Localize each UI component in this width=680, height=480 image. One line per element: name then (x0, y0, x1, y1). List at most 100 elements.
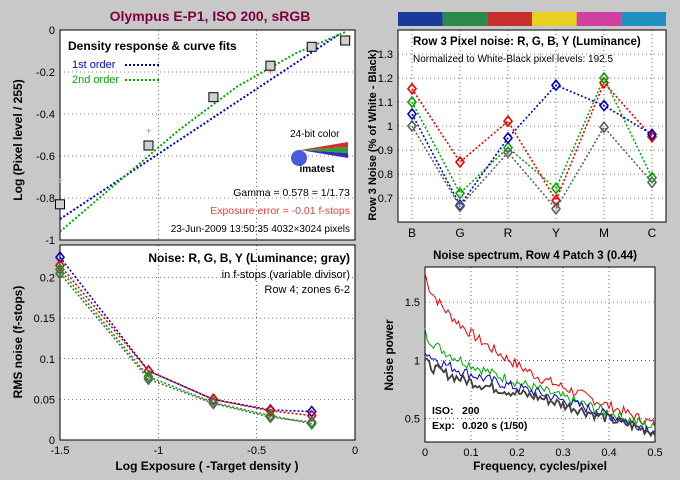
series-point (550, 202, 562, 216)
series-point (502, 114, 514, 128)
row-noise-title: Row 3 Pixel noise: R, G, B, Y (Luminance… (413, 36, 641, 48)
gamma-text: Gamma = 0.578 = 1/1.73 (233, 187, 350, 199)
series-point (406, 119, 418, 133)
legend-1st-order: 1st order (72, 59, 116, 71)
x-tick-label: 0.4 (601, 447, 616, 459)
iso-value: 200 (462, 405, 480, 417)
series-point (306, 415, 317, 429)
series-point (406, 107, 418, 121)
y-tick-label: 0.1 (40, 354, 55, 366)
noise-fstops-panel: 0.20.150.10.050-1.5 -1 -0.5 0 RMS noise (f-… (11, 244, 358, 473)
noise-fstops-title: Noise: R, G, B, Y (Luminance; gray) (148, 251, 350, 265)
density-points: + + + (55, 35, 351, 210)
noise-spectrum-x-axis-label: Frequency, cycles/pixel (473, 459, 607, 473)
pink-marker: + (57, 176, 62, 186)
noise-fstops-x-axis-label: Log Exposure ( -Target density ) (115, 459, 298, 473)
noise-spectrum-panel: Noise spectrum, Row 4 Patch 3 (0.44) 1.5… (382, 250, 663, 473)
y-tick-label: -0.4 (36, 109, 55, 121)
series-point (454, 186, 466, 200)
series-point (550, 182, 562, 195)
y-tick-label: 0 (49, 25, 55, 37)
y-tick-label: 1 (387, 121, 393, 133)
color-patch (621, 12, 666, 26)
row-noise-y-axis-label: Row 3 Noise (% of White - Black) (367, 49, 379, 220)
y-tick-label: 0.2 (40, 273, 55, 285)
series-line (59, 256, 312, 413)
x-tick-label: 0.1 (463, 447, 478, 459)
y-tick-label: -0.8 (36, 193, 55, 205)
row-noise-subtitle: Normalized to White-Black pixel levels: … (413, 54, 614, 65)
density-title: Density response & curve fits (68, 39, 237, 53)
series-point (208, 397, 219, 410)
series-point (265, 404, 276, 418)
series-point (208, 393, 219, 406)
spectrum-line (424, 357, 656, 438)
noise-spectrum-plot-area (424, 266, 656, 443)
exposure-error-text: Exposure error = -0.01 f-stops (210, 205, 350, 217)
y-tick-label: 0.5 (405, 414, 420, 426)
series-line (411, 81, 653, 203)
density-panel: 0 -0.2 -0.4 -0.6 -0.8 -1 Log (Pixel level / 2… (11, 25, 356, 247)
series-line (411, 76, 653, 195)
color-patch (442, 12, 488, 26)
logo-caption: 24-bit color (290, 129, 340, 140)
noise-fstops-ticks: 0.20.150.10.050-1.5 -1 -0.5 0 (34, 273, 358, 458)
series-point (598, 120, 610, 134)
noise-spectrum-y-axis-label: Noise power (382, 319, 396, 391)
logo-fan-blue (300, 150, 348, 158)
measured-point (340, 35, 351, 46)
series-point (143, 364, 154, 378)
color-patch-strip (398, 12, 666, 26)
row-noise-panel: 1.3 1.2 1.1 1 0.9 0.8 0.7 B G R Y M C Row 3 Noise (%… (367, 29, 667, 240)
x-tick-label: C (648, 226, 657, 240)
color-patch (398, 12, 443, 26)
measured-point (143, 140, 154, 151)
color-patch (487, 12, 532, 26)
measured-point (208, 92, 219, 103)
logo-fan-red (300, 142, 348, 150)
series-point (143, 372, 154, 386)
y-tick-label: 1 (414, 355, 420, 367)
series-point (598, 76, 610, 90)
series-point (646, 176, 658, 189)
density-y-axis-label: Log (Pixel level / 255) (11, 79, 25, 200)
series-point (54, 267, 66, 280)
y-tick-label: -1 (45, 235, 55, 247)
density-plot-area (59, 29, 356, 241)
y-tick-label: 1.1 (378, 97, 393, 109)
measured-point (306, 41, 317, 52)
y-tick-label: 0 (49, 435, 55, 447)
series-line (59, 268, 312, 425)
x-tick-label: 0 (352, 445, 358, 457)
color-patch (576, 12, 622, 26)
x-tick-label: M (599, 226, 609, 240)
x-tick-label: R (504, 226, 513, 240)
series-point (502, 131, 514, 145)
y-tick-label: 0.7 (378, 193, 393, 205)
noise-fstops-note1: in f-stops (variable divisor) (222, 269, 350, 281)
row-noise-grid (398, 30, 666, 222)
spectrum-line (424, 272, 656, 428)
measured-point (265, 60, 276, 71)
x-tick-label: G (455, 226, 464, 240)
spectrum-line (424, 352, 656, 434)
series-point (598, 99, 610, 112)
x-tick-label: 0.3 (555, 447, 570, 459)
x-tick-label: -1 (153, 445, 163, 457)
series-point (550, 194, 562, 207)
y-tick-label: 1.5 (405, 297, 420, 309)
legend-2nd-order: 2nd order (72, 74, 119, 86)
y-tick-label: 0.15 (34, 313, 55, 325)
noise-fstops-series (54, 250, 317, 431)
series-point (306, 409, 317, 422)
density-y-ticks: 0 -0.2 -0.4 -0.6 -0.8 -1 (36, 25, 55, 247)
y-tick-label: 0.8 (378, 169, 393, 181)
series-point (54, 250, 66, 264)
x-tick-label: Y (552, 226, 560, 240)
series-point (502, 146, 514, 159)
y-tick-label: 0.9 (378, 145, 393, 157)
imatest-logo: 24-bit color imatest (290, 129, 348, 175)
series-point (646, 128, 658, 141)
x-tick-label: B (408, 226, 416, 240)
